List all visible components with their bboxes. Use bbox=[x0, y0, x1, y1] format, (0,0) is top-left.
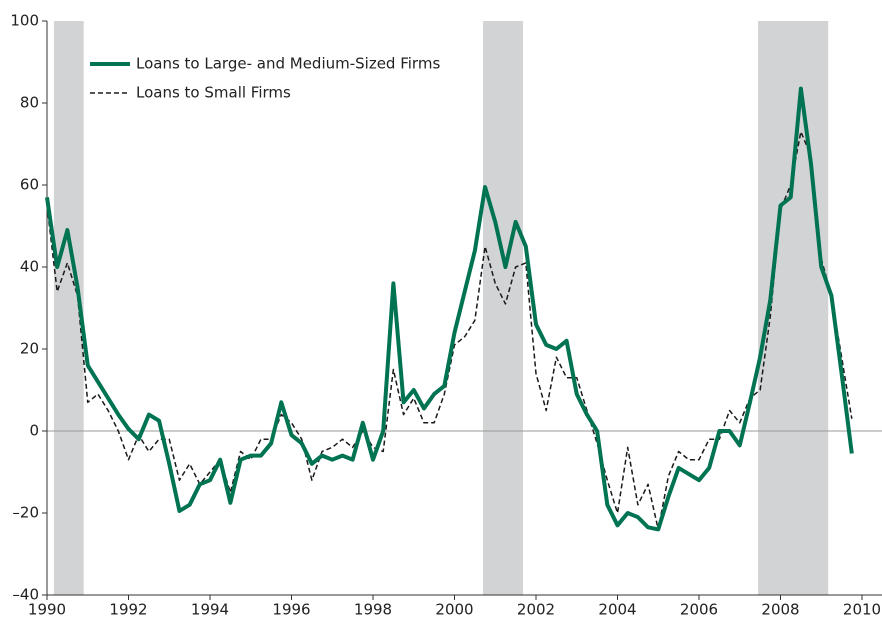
y-tick-label: 40 bbox=[20, 258, 39, 276]
legend-label: Loans to Large- and Medium-Sized Firms bbox=[136, 55, 440, 73]
x-tick-label: 2000 bbox=[435, 601, 473, 619]
x-tick-label: 1992 bbox=[109, 601, 147, 619]
y-tick-label: –40 bbox=[12, 586, 39, 604]
y-tick-label: 100 bbox=[10, 12, 39, 30]
x-tick-label: 1990 bbox=[28, 601, 66, 619]
legend-label: Loans to Small Firms bbox=[136, 84, 291, 102]
x-tick-label: 2006 bbox=[680, 601, 718, 619]
series-line bbox=[45, 86, 854, 532]
x-tick-label: 1998 bbox=[354, 601, 392, 619]
x-tick-label: 2008 bbox=[761, 601, 799, 619]
y-tick-label: 60 bbox=[20, 176, 39, 194]
y-tick-label: –20 bbox=[12, 504, 39, 522]
y-tick-label: 20 bbox=[20, 340, 39, 358]
x-tick-label: 1994 bbox=[191, 601, 229, 619]
x-tick-label: 1996 bbox=[272, 601, 310, 619]
series-line bbox=[46, 130, 853, 531]
x-tick-label: 2002 bbox=[517, 601, 555, 619]
x-tick-label: 2010 bbox=[843, 601, 881, 619]
recession-band bbox=[483, 21, 523, 595]
y-tick-label: 80 bbox=[20, 94, 39, 112]
x-tick-label: 2004 bbox=[598, 601, 636, 619]
y-tick-label: 0 bbox=[29, 422, 39, 440]
